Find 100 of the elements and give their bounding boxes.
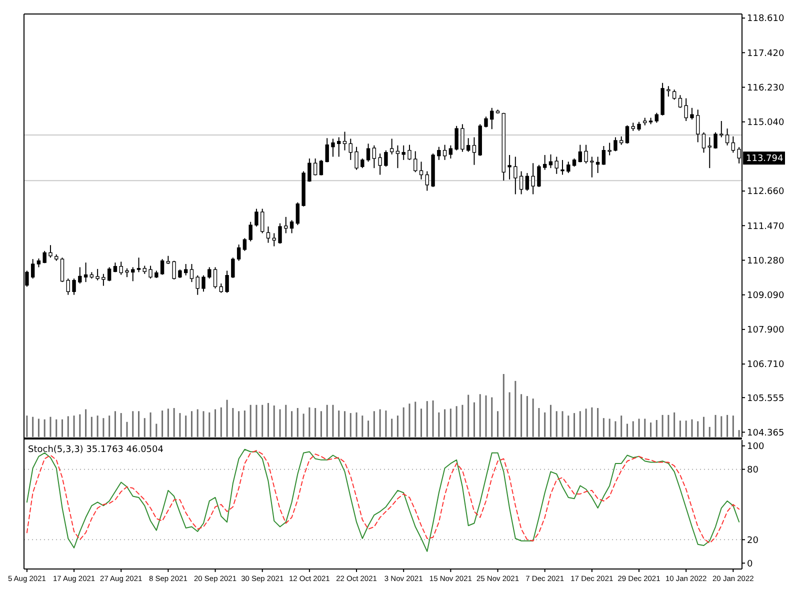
candlestick xyxy=(42,250,46,264)
candlestick xyxy=(537,164,541,188)
candlestick xyxy=(136,257,141,273)
candlestick xyxy=(684,98,688,122)
candlestick xyxy=(119,261,123,276)
candlestick xyxy=(372,144,376,169)
candlestick xyxy=(720,120,724,138)
candlestick xyxy=(272,232,276,247)
candlestick xyxy=(708,136,712,169)
candlestick xyxy=(542,154,547,170)
candlestick xyxy=(596,156,600,174)
candlestick xyxy=(566,161,570,174)
candlestick xyxy=(508,154,512,180)
candlestick xyxy=(360,158,364,169)
y-tick-label: 20 xyxy=(747,536,759,546)
candlestick xyxy=(448,144,453,159)
candlestick xyxy=(160,258,164,276)
candlestick xyxy=(172,260,176,280)
candlestick xyxy=(519,170,524,195)
text: Stoch(5,3,3) 35.1763 46.0504 xyxy=(28,445,164,455)
candlestick xyxy=(590,156,594,178)
y-tick-label: 118.610 xyxy=(747,14,784,24)
y-tick-label: 117.420 xyxy=(747,48,784,59)
candlestick xyxy=(560,159,564,176)
candlestick xyxy=(366,143,370,162)
candlestick xyxy=(84,262,88,283)
candlestick xyxy=(213,266,218,289)
candlestick xyxy=(148,265,152,280)
candlestick xyxy=(414,150,418,173)
candlestick xyxy=(242,238,247,252)
candlestick xyxy=(584,144,588,164)
candlestick xyxy=(702,132,706,154)
candlestick xyxy=(196,274,200,296)
candlestick xyxy=(425,170,429,192)
candlestick xyxy=(66,278,70,296)
candlestick xyxy=(248,221,252,242)
candlestick xyxy=(354,146,358,170)
candlestick xyxy=(731,136,736,154)
candlestick xyxy=(290,220,294,234)
y-tick-label: 111.470 xyxy=(747,222,784,232)
candlestick xyxy=(313,158,318,176)
candlestick xyxy=(654,112,659,124)
candlestick xyxy=(554,156,558,174)
candlestick xyxy=(625,124,630,144)
candlestick xyxy=(666,86,670,98)
candlestick xyxy=(48,244,52,258)
candlestick xyxy=(378,153,382,176)
candlestick xyxy=(266,226,270,244)
candlestick xyxy=(348,138,352,160)
candlestick xyxy=(107,266,112,282)
y-tick-label: 109.090 xyxy=(747,290,784,301)
candlestick xyxy=(678,94,682,108)
candlestick xyxy=(484,116,488,128)
candlestick xyxy=(614,136,618,152)
candlestick xyxy=(514,156,518,195)
candlestick xyxy=(284,216,288,234)
y-tick-label: 100 xyxy=(747,442,764,452)
candlestick xyxy=(396,144,400,169)
candlestick xyxy=(308,158,312,182)
candlestick xyxy=(202,274,206,292)
candlestick xyxy=(402,144,406,160)
y-tick-label: 115.040 xyxy=(747,118,784,128)
candlestick xyxy=(219,283,224,294)
candlestick xyxy=(408,144,412,160)
candlestick xyxy=(454,125,458,151)
y-tick-label: 104.365 xyxy=(747,428,784,438)
candlestick xyxy=(225,270,229,294)
candlestick xyxy=(419,161,424,180)
y-tick-label: 80 xyxy=(747,465,759,476)
candlestick xyxy=(102,273,106,286)
candlestick xyxy=(466,138,470,152)
y-tick-label: 112.660 xyxy=(747,187,784,198)
candlestick xyxy=(96,268,100,281)
candlestick xyxy=(190,264,194,283)
y-tick-label: 106.710 xyxy=(747,360,784,370)
candlestick xyxy=(208,266,212,280)
candlestick xyxy=(231,257,235,278)
candlestick xyxy=(602,145,606,166)
candlestick xyxy=(442,144,447,160)
candlestick xyxy=(30,258,35,280)
y-tick-label: 107.900 xyxy=(747,326,784,336)
candlestick xyxy=(725,128,730,146)
candlestick xyxy=(637,121,641,132)
candlestick xyxy=(342,131,347,151)
y-tick-label: 105.555 xyxy=(747,394,784,404)
candlestick xyxy=(331,138,335,158)
candlestick xyxy=(60,257,64,283)
candlestick xyxy=(472,136,476,166)
y-tick-label: 116.230 xyxy=(747,83,784,94)
candlestick xyxy=(236,244,241,262)
y-tick-label: 110.280 xyxy=(747,256,784,266)
candlestick xyxy=(131,266,135,282)
candlestick xyxy=(325,138,329,163)
candlestick xyxy=(337,136,341,158)
candlestick xyxy=(608,142,612,156)
candlestick xyxy=(184,264,188,276)
candlestick xyxy=(490,107,494,130)
y-tick-label: 0 xyxy=(747,559,753,570)
candlestick xyxy=(278,222,282,244)
candlestick xyxy=(260,208,264,234)
